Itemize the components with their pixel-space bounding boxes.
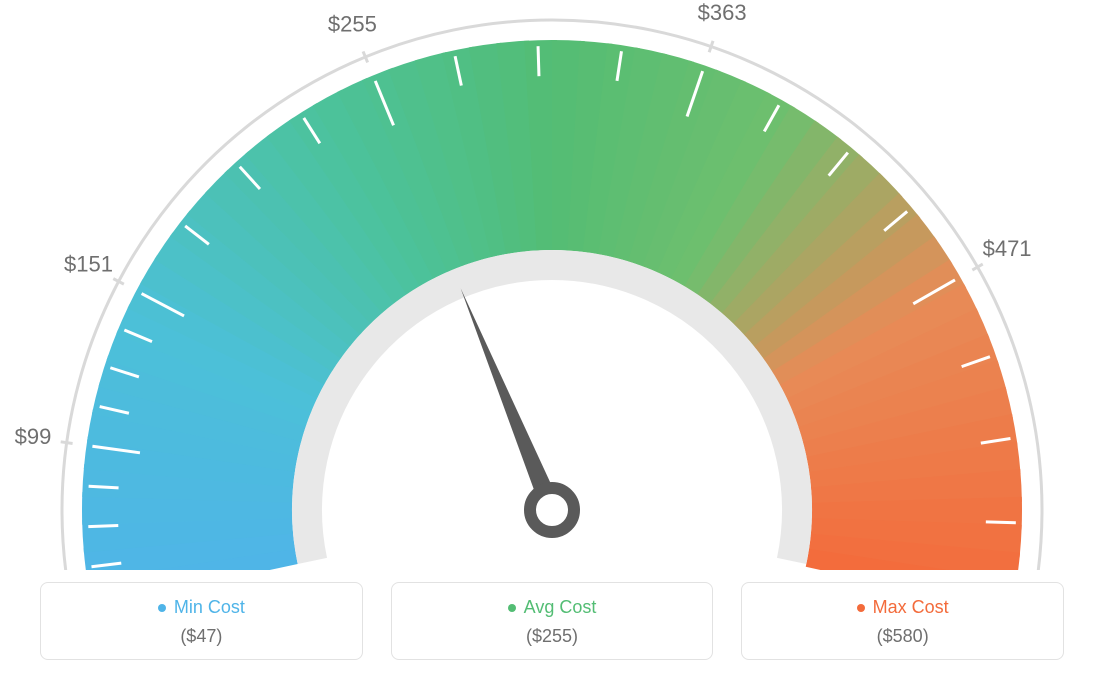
legend-min-value: ($47) — [51, 626, 352, 647]
legend-min-card: Min Cost ($47) — [40, 582, 363, 660]
svg-text:$471: $471 — [983, 236, 1032, 261]
svg-text:$151: $151 — [64, 251, 113, 276]
legend-max-title: Max Cost — [857, 597, 949, 618]
svg-text:$255: $255 — [328, 11, 377, 36]
legend-min-dot-icon — [158, 604, 166, 612]
legend-avg-title: Avg Cost — [508, 597, 597, 618]
legend-avg-value: ($255) — [402, 626, 703, 647]
svg-text:$363: $363 — [698, 0, 747, 25]
legend-max-value: ($580) — [752, 626, 1053, 647]
legend-max-card: Max Cost ($580) — [741, 582, 1064, 660]
svg-text:$99: $99 — [15, 424, 52, 449]
gauge-chart: $47$99$151$255$363$471$580 — [0, 0, 1104, 570]
legend-min-title: Min Cost — [158, 597, 245, 618]
legend-avg-card: Avg Cost ($255) — [391, 582, 714, 660]
legend-avg-label: Avg Cost — [524, 597, 597, 618]
legend-row: Min Cost ($47) Avg Cost ($255) Max Cost … — [40, 582, 1064, 660]
legend-avg-dot-icon — [508, 604, 516, 612]
legend-min-label: Min Cost — [174, 597, 245, 618]
cost-gauge-widget: $47$99$151$255$363$471$580 Min Cost ($47… — [0, 0, 1104, 690]
legend-max-dot-icon — [857, 604, 865, 612]
legend-max-label: Max Cost — [873, 597, 949, 618]
